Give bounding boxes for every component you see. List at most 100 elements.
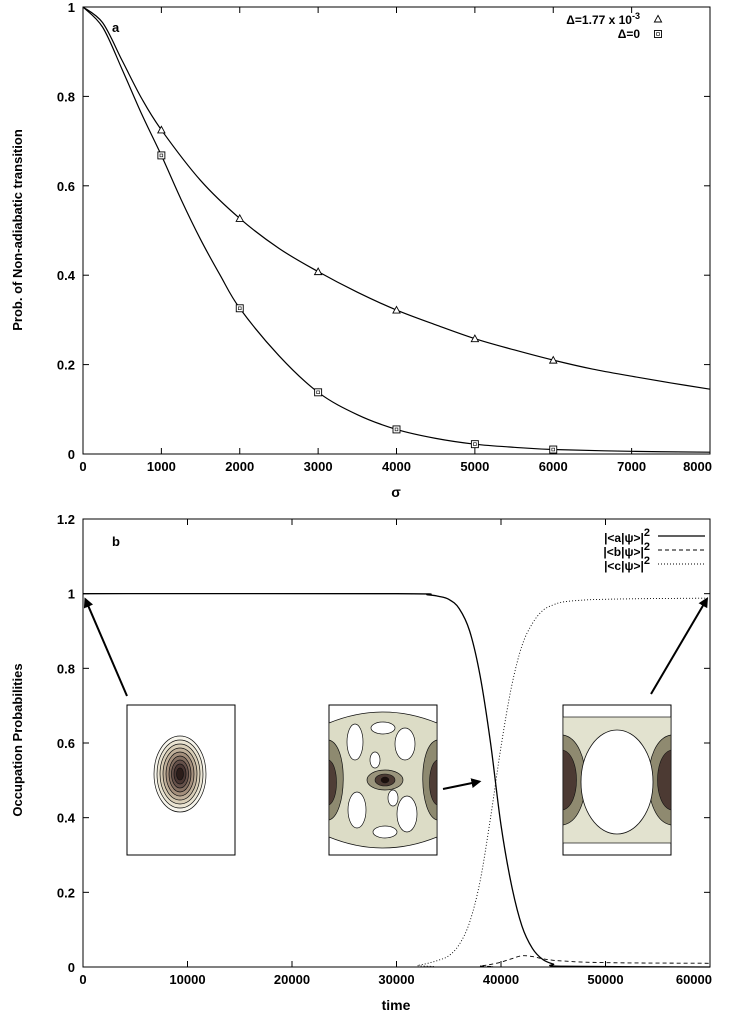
panel-b-xtick-label: 50000 xyxy=(587,972,623,987)
contour-right-inner xyxy=(657,749,672,811)
panel-a-point-square xyxy=(157,151,166,160)
panel-a-point-square xyxy=(235,304,244,313)
panel-a-xtick-label: 2000 xyxy=(225,459,254,474)
panel-b-legend: |<a|ψ>|2 |<b|ψ>|2 |<c|ψ>|2 xyxy=(603,527,705,573)
contour-center-core xyxy=(380,776,390,784)
panel-b-xtick-label: 30000 xyxy=(378,972,414,987)
legend-a-square-marker xyxy=(654,30,662,38)
panel-b-xtick-label: 40000 xyxy=(483,972,519,987)
panel-a-xtick-label: 4000 xyxy=(382,459,411,474)
panel-b-series-dotted xyxy=(82,597,711,968)
panel-a-point-square-inner xyxy=(238,306,242,310)
panel-a-point-square xyxy=(470,440,479,449)
contour-central-hole xyxy=(580,729,654,835)
legend-a-entry-1: Δ=1.77 x 10-3 xyxy=(566,11,640,27)
inset-arrow xyxy=(442,778,482,790)
panel-b-xtick-label: 10000 xyxy=(169,972,205,987)
legend-a-square-marker-inner xyxy=(656,32,660,36)
legend-b-entry-1: |<a|ψ>|2 xyxy=(604,527,650,545)
inset-gaussian xyxy=(126,704,236,856)
panel-a-xtick-label: 3000 xyxy=(304,459,333,474)
panel-a-point-square-inner xyxy=(316,390,320,395)
panel-a-xtick-label: 6000 xyxy=(539,459,568,474)
panel-a-point-triangle xyxy=(157,125,166,134)
contour-hole xyxy=(394,727,416,761)
panel-a-point-triangle xyxy=(470,334,480,343)
panel-a-point-square-inner xyxy=(473,442,477,446)
panel-b-ytick-label: 0.4 xyxy=(57,811,76,826)
panel-a-point-triangle xyxy=(392,305,401,314)
panel-a-point-square-box xyxy=(392,425,401,434)
panel-b-label: b xyxy=(112,534,120,549)
panel-a-point-square-inner xyxy=(159,153,164,158)
panel-a-fit-curve xyxy=(82,6,711,390)
panel-a: a Prob. of Non-adiabatic transition σ Δ=… xyxy=(10,0,712,500)
panel-b-ytick-label: 0.2 xyxy=(57,885,75,900)
panel-b-series-solid xyxy=(82,592,711,968)
contour-hole xyxy=(370,721,396,735)
panel-a-ytick-label: 0.4 xyxy=(57,268,76,283)
panel-a-ytick-label: 0.6 xyxy=(57,179,75,194)
panel-a-xtick-label: 1000 xyxy=(147,459,176,474)
inset-arrow xyxy=(650,597,708,695)
panel-a-xtick-label: 5000 xyxy=(460,459,489,474)
panel-a-xlabel: σ xyxy=(391,484,401,500)
panel-a-point-square-inner xyxy=(394,427,399,432)
panel-b-ytick-label: 0.6 xyxy=(57,736,75,751)
panel-a-legend: Δ=1.77 x 10-3 Δ=0 xyxy=(566,11,663,41)
panel-b-ytick-label: 1.2 xyxy=(57,512,75,527)
panel-a-point-square xyxy=(549,445,558,454)
panel-a-xtick-label: 8000 xyxy=(683,459,712,474)
panel-a-point-square-box xyxy=(314,388,323,397)
panel-a-ytick-label: 1 xyxy=(68,0,75,15)
contour-hole xyxy=(347,791,367,829)
legend-a-square-marker-box xyxy=(654,30,662,38)
contour-left-core xyxy=(328,759,337,806)
panel-a-point-triangle xyxy=(548,355,558,364)
panel-a-fit-curve xyxy=(82,6,711,453)
contour-hole xyxy=(346,723,364,761)
panel-b-ytick-label: 0.8 xyxy=(57,661,75,676)
panel-a-ytick-label: 0.2 xyxy=(57,358,75,373)
panel-b-xtick-label: 0 xyxy=(79,972,86,987)
contour-hole xyxy=(396,795,418,833)
inset-ring xyxy=(562,704,672,856)
panel-b: b Occupation Probabilities time |<a|ψ>|2… xyxy=(10,512,712,1013)
panel-b-ytick-label: 1 xyxy=(68,587,75,602)
panel-b-series-dashed xyxy=(82,955,711,968)
contour-hole xyxy=(369,751,381,769)
panel-b-xtick-label: 60000 xyxy=(676,972,712,987)
panel-b-xtick-label: 20000 xyxy=(274,972,310,987)
panel-b-ytick-label: 0 xyxy=(68,960,75,975)
panel-a-point-square-box xyxy=(470,440,479,449)
legend-a-triangle-marker xyxy=(653,14,663,23)
panel-b-xlabel: time xyxy=(382,997,411,1013)
panel-a-frame xyxy=(82,6,711,455)
inset-mixed xyxy=(328,704,438,856)
contour-right-core xyxy=(429,759,438,806)
contour-ellipse xyxy=(176,767,184,781)
panel-a-point-square-box xyxy=(157,151,166,160)
contour-left-inner xyxy=(562,749,577,811)
legend-b-entry-2: |<b|ψ>|2 xyxy=(603,541,650,559)
panel-a-ylabel: Prob. of Non-adiabatic transition xyxy=(10,129,25,331)
panel-b-ylabel: Occupation Probabilities xyxy=(10,663,25,816)
contour-hole xyxy=(372,825,398,839)
panel-a-point-triangle xyxy=(235,213,245,222)
panel-a-point-triangle xyxy=(313,267,323,276)
legend-b-entry-3: |<c|ψ>|2 xyxy=(604,555,650,573)
panel-a-point-square-inner xyxy=(551,447,555,452)
legend-a-entry-2: Δ=0 xyxy=(618,27,641,41)
panel-a-point-square-box xyxy=(235,304,244,313)
contour-hole xyxy=(387,789,399,807)
panel-a-xtick-label: 7000 xyxy=(617,459,646,474)
panel-a-ytick-label: 0 xyxy=(68,447,75,462)
panel-a-point-square xyxy=(314,388,323,397)
panel-a-xtick-label: 0 xyxy=(79,459,86,474)
panel-a-ytick-label: 0.8 xyxy=(57,89,75,104)
panel-a-point-square-box xyxy=(549,445,558,454)
panel-a-label: a xyxy=(112,20,120,35)
inset-arrow xyxy=(83,597,128,697)
